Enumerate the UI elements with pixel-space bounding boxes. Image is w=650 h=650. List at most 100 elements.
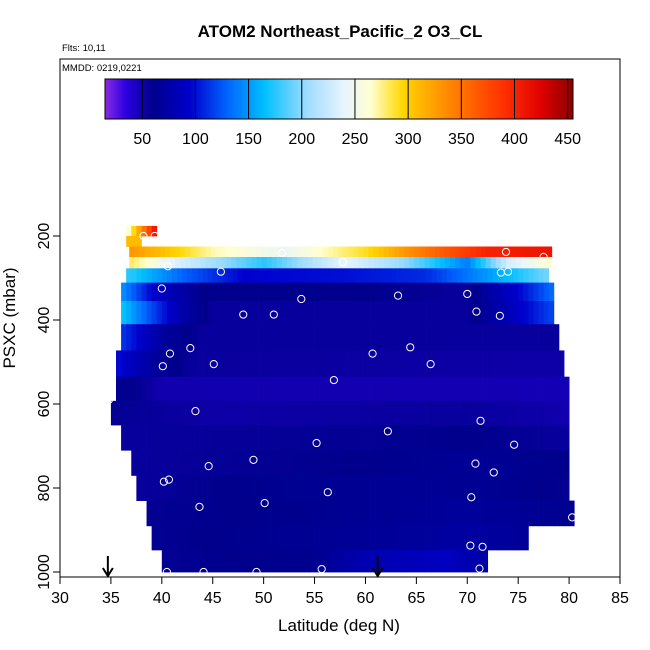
heatmap-cell [294, 268, 300, 284]
heatmap-cell [518, 450, 524, 476]
sample-point [568, 513, 577, 522]
heatmap-cell [319, 400, 326, 426]
heatmap-cell [355, 350, 361, 378]
colorbar-segment [207, 79, 210, 119]
heatmap-cell [273, 376, 280, 402]
heatmap-cell [490, 246, 497, 258]
heatmap-cell [500, 246, 507, 258]
y-tick-label: 1000 [36, 554, 53, 590]
colorbar-segment [215, 79, 219, 119]
heatmap-cell [345, 525, 351, 551]
heatmap-cell [348, 246, 354, 258]
heatmap-cell [334, 400, 341, 426]
heatmap-cell [217, 350, 224, 378]
heatmap-cell [324, 525, 331, 551]
colorbar-segment [321, 79, 325, 119]
heatmap-cell [388, 246, 395, 258]
heatmap-cell [202, 301, 209, 325]
heatmap-cell [416, 282, 422, 302]
x-axis: 30 35 40 45 50 55 60 65 70 75 80 85 [51, 577, 629, 607]
heatmap-cell [538, 400, 545, 426]
heatmap-cell [502, 282, 509, 302]
colorbar-segment [268, 79, 272, 119]
colorbar-segment [241, 79, 244, 119]
heatmap-cell [212, 301, 219, 325]
colorbar-segment [217, 79, 221, 119]
heatmap-cell [156, 400, 163, 426]
sample-point [510, 440, 519, 449]
heatmap-cell [457, 549, 463, 573]
heatmap-cell [411, 268, 417, 284]
heatmap-cell [228, 450, 234, 476]
heatmap-cell [446, 475, 453, 501]
heatmap-cell [268, 376, 275, 402]
heatmap-cell [380, 282, 387, 302]
heatmap-cell [370, 400, 377, 426]
heatmap-cell [426, 475, 433, 501]
colorbar-segment [570, 79, 574, 119]
heatmap-cell [340, 500, 346, 527]
heatmap-cell [492, 475, 499, 501]
heatmap-cell [289, 549, 295, 573]
heatmap-cell [350, 525, 356, 551]
heatmap-cell [156, 282, 163, 302]
heatmap-cell [487, 282, 494, 302]
colorbar-segment [428, 79, 431, 119]
heatmap-cell [197, 549, 203, 573]
heatmap-cell [462, 301, 468, 325]
heatmap-cell [329, 500, 336, 527]
heatmap-cell [202, 450, 209, 476]
heatmap-cell [497, 282, 504, 302]
heatmap-cell [528, 301, 534, 325]
heatmap-cell [513, 450, 519, 476]
heatmap-cell [263, 376, 270, 402]
heatmap-cell [502, 268, 509, 284]
heatmap-cell [548, 301, 555, 325]
heatmap-cell [538, 450, 545, 476]
heatmap-cell [289, 268, 295, 284]
heatmap-cell [355, 301, 361, 325]
heatmap-cell [396, 425, 402, 451]
heatmap-cell [497, 350, 504, 378]
heatmap-cell [536, 257, 542, 269]
heatmap-cell [502, 301, 509, 325]
sample-point [501, 247, 511, 257]
heatmap-cell [446, 400, 453, 426]
heatmap-cell [378, 257, 385, 269]
sample-point [406, 343, 415, 352]
colorbar-segment [213, 79, 217, 119]
heatmap-cell [460, 246, 466, 258]
heatmap-cell [258, 324, 265, 351]
heatmap-cell [385, 450, 392, 476]
heatmap-cell [502, 376, 509, 402]
heatmap-cell [156, 324, 163, 351]
heatmap-cell [375, 350, 382, 378]
heatmap-cell [485, 246, 492, 258]
colorbar-segment [409, 79, 412, 119]
heatmap-cell [345, 500, 351, 527]
heatmap-cell [243, 500, 249, 527]
heatmap-cell [248, 350, 254, 378]
heatmap-cell [485, 257, 492, 269]
x-tick-label: 65 [407, 590, 425, 607]
colorbar-segment [492, 79, 495, 119]
y-tick-label: 600 [36, 391, 53, 418]
heatmap-cell [238, 350, 244, 378]
colorbar-segment [424, 79, 427, 119]
heatmap-cell [502, 324, 509, 351]
heatmap-cell [276, 257, 283, 269]
heatmap-cell [502, 500, 509, 527]
heatmap-cell [385, 350, 392, 378]
colorbar-segment [132, 79, 136, 119]
heatmap-cell [329, 350, 336, 378]
heatmap-cell [370, 500, 377, 527]
heatmap-cell [177, 301, 183, 325]
heatmap-cell [166, 549, 173, 573]
heatmap-cell [299, 268, 305, 284]
heatmap-cell [217, 450, 224, 476]
heatmap-cell [523, 301, 529, 325]
colorbar-segment [313, 79, 317, 119]
heatmap-cell [121, 350, 127, 378]
heatmap-cell [380, 475, 387, 501]
colorbar-segment [360, 79, 363, 119]
